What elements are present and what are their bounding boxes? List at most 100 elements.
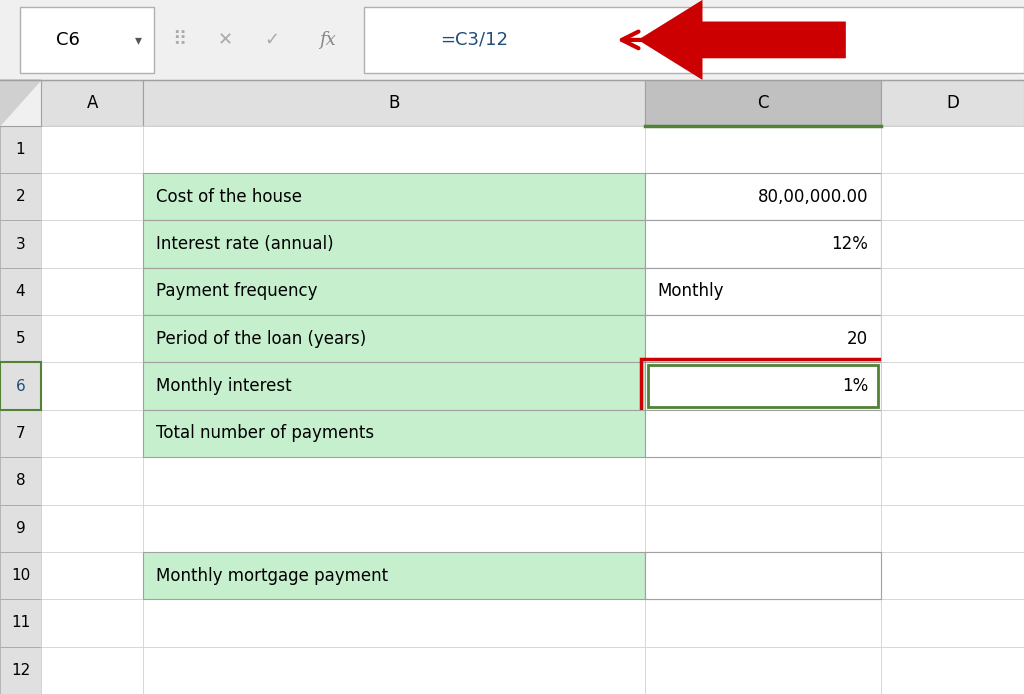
Bar xyxy=(41,457,143,505)
Text: 20: 20 xyxy=(847,330,868,348)
Bar xyxy=(645,362,881,409)
Bar xyxy=(645,268,881,315)
Bar xyxy=(41,409,143,457)
Text: 1: 1 xyxy=(15,142,26,157)
Bar xyxy=(645,409,881,457)
Bar xyxy=(645,80,881,126)
Text: ⠿: ⠿ xyxy=(172,31,186,49)
Text: 9: 9 xyxy=(15,520,26,536)
Bar xyxy=(881,268,1024,315)
Text: 5: 5 xyxy=(15,331,26,346)
Text: C6: C6 xyxy=(56,31,80,49)
Bar xyxy=(881,599,1024,647)
Bar xyxy=(645,409,881,457)
Bar xyxy=(881,362,1024,409)
Bar xyxy=(41,599,143,647)
Text: 4: 4 xyxy=(15,284,26,299)
Bar xyxy=(881,315,1024,362)
Bar xyxy=(143,409,645,457)
Bar xyxy=(0,0,1024,80)
Text: Monthly mortgage payment: Monthly mortgage payment xyxy=(156,566,388,584)
Text: 11: 11 xyxy=(11,616,30,630)
Bar xyxy=(881,221,1024,268)
Text: 8: 8 xyxy=(15,473,26,489)
Text: ✕: ✕ xyxy=(218,31,232,49)
Text: Total number of payments: Total number of payments xyxy=(156,425,374,443)
Bar xyxy=(0,173,41,221)
Bar xyxy=(0,599,41,647)
Text: =C3/12: =C3/12 xyxy=(440,31,508,49)
Bar xyxy=(41,80,143,126)
Bar xyxy=(41,552,143,599)
Bar xyxy=(645,505,881,552)
Text: ▾: ▾ xyxy=(135,33,141,47)
Bar xyxy=(0,505,41,552)
Text: Interest rate (annual): Interest rate (annual) xyxy=(156,235,333,253)
Bar xyxy=(143,409,645,457)
Bar xyxy=(143,599,645,647)
Bar xyxy=(143,362,645,409)
Bar xyxy=(645,315,881,362)
Bar xyxy=(143,268,645,315)
Text: Payment frequency: Payment frequency xyxy=(156,282,317,301)
Bar xyxy=(881,268,1024,315)
Bar xyxy=(881,409,1024,457)
Bar xyxy=(645,552,881,599)
Bar xyxy=(143,173,645,221)
Bar xyxy=(641,359,885,414)
Bar xyxy=(645,647,881,694)
Bar xyxy=(41,173,143,221)
Text: 12%: 12% xyxy=(831,235,868,253)
Bar xyxy=(364,7,1024,73)
Text: 3: 3 xyxy=(15,237,26,251)
Bar xyxy=(0,315,41,362)
Bar xyxy=(645,552,881,599)
Bar xyxy=(645,599,881,647)
Bar xyxy=(143,126,645,173)
Text: 12: 12 xyxy=(11,663,30,678)
Bar xyxy=(143,457,645,505)
Bar xyxy=(0,409,41,457)
Bar xyxy=(0,221,41,268)
Bar xyxy=(143,173,645,221)
Bar xyxy=(881,457,1024,505)
Bar xyxy=(645,268,881,315)
Bar xyxy=(881,552,1024,599)
Bar xyxy=(0,362,41,409)
Bar xyxy=(881,80,1024,126)
Bar xyxy=(881,173,1024,221)
Bar xyxy=(143,362,645,409)
Text: Period of the loan (years): Period of the loan (years) xyxy=(156,330,366,348)
Bar xyxy=(881,221,1024,268)
Bar xyxy=(41,315,143,362)
Bar xyxy=(881,173,1024,221)
Text: 10: 10 xyxy=(11,568,30,583)
Bar xyxy=(143,80,645,126)
Text: Cost of the house: Cost of the house xyxy=(156,187,302,205)
Bar xyxy=(143,505,645,552)
Bar xyxy=(143,315,645,362)
Text: Monthly interest: Monthly interest xyxy=(156,377,291,395)
Bar xyxy=(143,221,645,268)
Bar xyxy=(41,126,143,173)
Bar xyxy=(143,552,645,599)
Bar xyxy=(41,647,143,694)
Bar xyxy=(0,552,41,599)
Text: 80,00,000.00: 80,00,000.00 xyxy=(758,187,868,205)
Bar xyxy=(881,505,1024,552)
Text: Monthly: Monthly xyxy=(657,282,724,301)
Bar xyxy=(648,365,878,407)
Text: 1%: 1% xyxy=(842,377,868,395)
Bar xyxy=(645,126,881,173)
Text: 7: 7 xyxy=(15,426,26,441)
Bar xyxy=(41,505,143,552)
Bar xyxy=(881,552,1024,599)
Text: B: B xyxy=(388,94,400,112)
Text: 6: 6 xyxy=(15,379,26,393)
Text: C: C xyxy=(757,94,769,112)
Text: A: A xyxy=(86,94,98,112)
Bar xyxy=(645,173,881,221)
Bar xyxy=(645,362,881,409)
Polygon shape xyxy=(0,80,41,126)
Bar xyxy=(881,315,1024,362)
